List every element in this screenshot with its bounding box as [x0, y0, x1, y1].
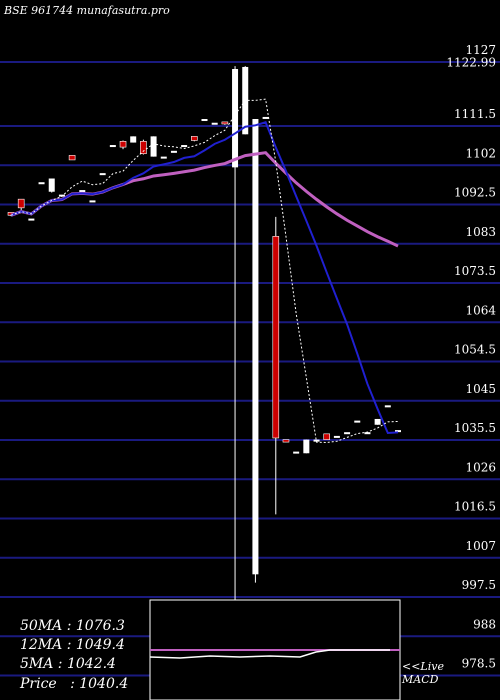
candle-body	[140, 141, 147, 155]
macd-line	[149, 649, 390, 659]
y-tick-label: 1054.5	[454, 343, 496, 357]
candle-body	[262, 116, 269, 119]
candle-body	[99, 173, 106, 176]
candle-body	[89, 200, 96, 203]
ma12-line	[10, 121, 399, 435]
y-tick-label: 997.5	[462, 578, 496, 592]
candle-body	[313, 439, 320, 442]
candle-body	[68, 155, 76, 161]
y-tick-label: 1064	[465, 303, 496, 317]
candle-body	[201, 119, 208, 122]
candle-body	[211, 122, 218, 125]
candle-body	[221, 121, 229, 125]
candle-body	[344, 432, 351, 435]
candle-body	[160, 156, 167, 159]
candle-body	[384, 405, 391, 408]
candle-body	[191, 136, 198, 141]
macd-live-label: <<Live	[402, 660, 444, 673]
candle-body	[150, 136, 157, 157]
y-tick-label: 1035.5	[454, 421, 496, 435]
ma50-line	[10, 151, 399, 248]
chart-title: BSE 961744 munafasutra.pro	[4, 4, 170, 17]
y-tick-label: 1102	[465, 146, 496, 160]
candle-body	[181, 145, 188, 148]
y-tick-label: 1122.99	[446, 56, 496, 70]
legend-price: Price : 1040.4	[20, 676, 129, 692]
candle-body	[282, 439, 290, 443]
candle-body	[38, 182, 45, 185]
candle-body	[79, 190, 86, 193]
y-tick-label: 988	[473, 617, 496, 631]
candle-body	[252, 119, 259, 575]
legend-ma5: 5MA : 1042.4	[20, 656, 116, 672]
candle-body	[170, 150, 177, 153]
candle-body	[130, 136, 137, 143]
y-tick-label: 1083	[465, 225, 496, 239]
candle-body	[303, 439, 310, 454]
candle-body	[354, 420, 361, 423]
candle-body	[374, 418, 381, 425]
legend-ma12: 12MA : 1049.4	[20, 637, 125, 653]
macd-label: MACD	[402, 673, 439, 686]
y-tick-label: 978.5	[462, 657, 496, 671]
candle-body	[395, 430, 401, 433]
candle-body	[119, 141, 127, 148]
candle-body	[48, 178, 55, 192]
y-tick-label: 1007	[465, 539, 496, 553]
ma5-line	[10, 98, 399, 444]
candle-body	[28, 218, 35, 221]
y-tick-label: 1026	[465, 460, 496, 474]
y-tick-label: 1127	[465, 43, 496, 57]
candle-body	[58, 194, 65, 197]
candle-body	[333, 435, 340, 438]
candle-body	[323, 433, 331, 440]
candle-body	[232, 69, 239, 168]
candle-body	[293, 451, 300, 454]
candle-body	[109, 145, 116, 148]
y-tick-label: 1111.5	[454, 107, 496, 121]
candle-body	[272, 236, 280, 439]
candle-body	[364, 432, 371, 435]
candle-body	[17, 198, 25, 209]
y-tick-label: 1073.5	[454, 264, 496, 278]
legend-ma50: 50MA : 1076.3	[20, 618, 125, 634]
y-tick-label: 1016.5	[454, 500, 496, 514]
y-tick-label: 1092.5	[454, 186, 496, 200]
y-tick-label: 1045	[465, 382, 496, 396]
